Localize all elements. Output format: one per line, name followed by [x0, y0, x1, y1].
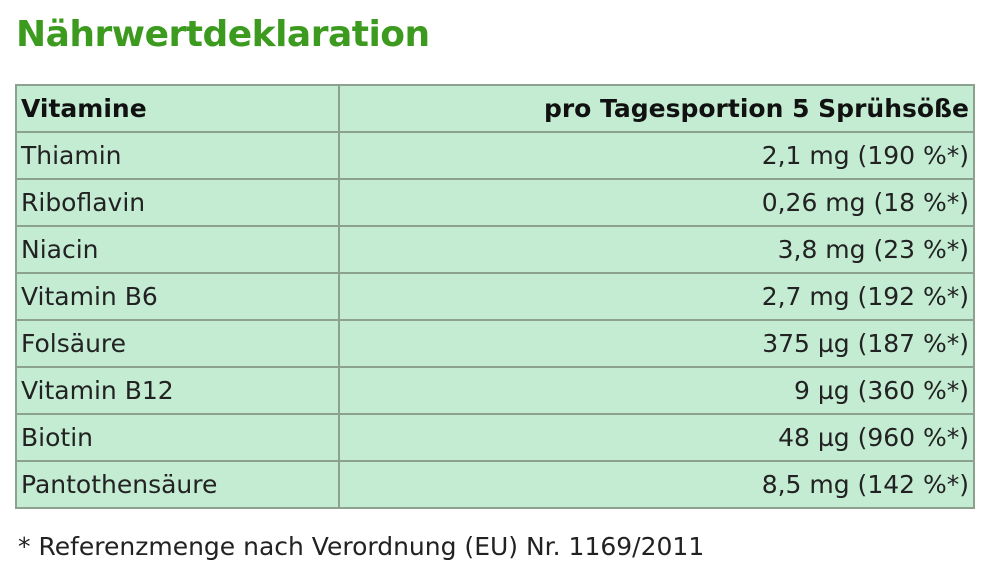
- column-header: Vitamine: [15, 84, 340, 133]
- table-cell: 2,7 mg (192 %*): [338, 272, 975, 321]
- table-cell: 0,26 mg (18 %*): [338, 178, 975, 227]
- table-cell: 48 µg (960 %*): [338, 413, 975, 462]
- table-cell: Riboflavin: [15, 178, 340, 227]
- column-header: pro Tagesportion 5 Sprühsöße: [338, 84, 975, 133]
- table-row: Thiamin 2,1 mg (190 %*): [15, 131, 975, 180]
- footnote: * Referenzmenge nach Verordnung (EU) Nr.…: [18, 532, 705, 561]
- table-cell: 8,5 mg (142 %*): [338, 460, 975, 509]
- table-row: Folsäure 375 µg (187 %*): [15, 319, 975, 368]
- table-cell: Thiamin: [15, 131, 340, 180]
- table-cell: Pantothensäure: [15, 460, 340, 509]
- table-row: Niacin 3,8 mg (23 %*): [15, 225, 975, 274]
- title: Nährwertdeklaration: [16, 14, 430, 55]
- table-cell: 9 µg (360 %*): [338, 366, 975, 415]
- table-row: Vitamin B6 2,7 mg (192 %*): [15, 272, 975, 321]
- table-row: Pantothensäure 8,5 mg (142 %*): [15, 460, 975, 509]
- header-row: Vitamine pro Tagesportion 5 Sprühsöße: [15, 84, 975, 133]
- table-cell: Folsäure: [15, 319, 340, 368]
- table-cell: Niacin: [15, 225, 340, 274]
- table-cell: 2,1 mg (190 %*): [338, 131, 975, 180]
- table-cell: Vitamin B6: [15, 272, 340, 321]
- table-row: Riboflavin 0,26 mg (18 %*): [15, 178, 975, 227]
- table-cell: Biotin: [15, 413, 340, 462]
- table-row: Vitamin B12 9 µg (360 %*): [15, 366, 975, 415]
- table-cell: 3,8 mg (23 %*): [338, 225, 975, 274]
- nutrition-table: Vitamine pro Tagesportion 5 Sprühsöße Th…: [15, 84, 975, 509]
- table-row: Biotin 48 µg (960 %*): [15, 413, 975, 462]
- table-cell: 375 µg (187 %*): [338, 319, 975, 368]
- table-cell: Vitamin B12: [15, 366, 340, 415]
